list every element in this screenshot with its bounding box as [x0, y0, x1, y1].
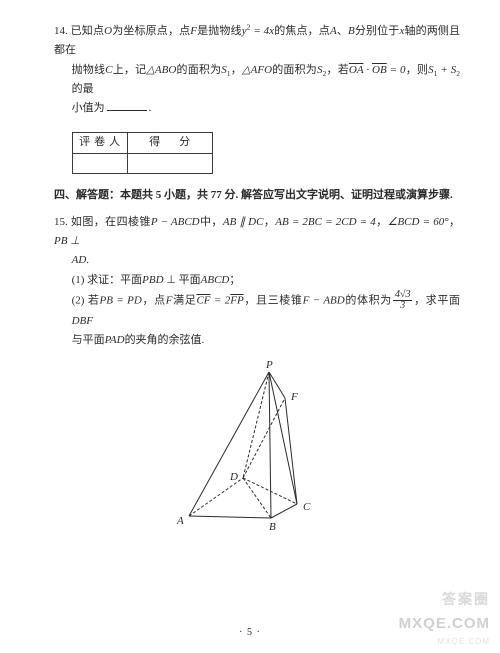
figure-wrap: P F A B C D [54, 356, 460, 543]
q14-number: 14. [54, 25, 68, 37]
t: . [86, 254, 89, 266]
svg-text:F: F [290, 391, 298, 403]
plus: + [437, 64, 450, 76]
t: 的体积为 [345, 294, 392, 306]
math-PAD: PAD [105, 334, 125, 346]
svg-text:B: B [269, 521, 276, 533]
t: 、 [337, 25, 348, 37]
t: 的最 [72, 83, 94, 95]
score-col-reviewer: 评卷人 [72, 133, 127, 153]
math-FABD: F − ABD [303, 294, 345, 306]
vec-CF: CF [196, 294, 210, 306]
t: 分别位于 [355, 25, 400, 37]
watermark-url-small: MXQE.COM [438, 635, 490, 649]
question-15: 15. 如图，在四棱锥P − ABCD中，AB ∥ DC，AB = 2BC = … [54, 213, 460, 252]
math-AD: AD [72, 254, 87, 266]
watermark-text: 答案圈 [442, 587, 490, 612]
svg-text:A: A [176, 515, 184, 527]
math-tri2: △AFO [242, 64, 272, 76]
t: 的面积为 [176, 64, 221, 76]
score-cell-empty [127, 153, 212, 173]
eq0: = 0 [387, 64, 406, 76]
t: 的焦点，点 [274, 25, 330, 37]
part-label: (2) [72, 294, 85, 306]
math-F: F [166, 294, 173, 306]
part-label: (1) [72, 274, 85, 286]
vec-OA: OA [349, 64, 363, 76]
q15-part2: (2) 若PB = PD，点F满足CF = 2FP，且三棱锥F − ABD的体积… [54, 290, 460, 331]
t: 已知点 [71, 25, 104, 37]
q14-line3: 小值为. [54, 99, 460, 118]
math-PBD: PBD [142, 274, 163, 286]
q15-line2: AD. [54, 251, 460, 270]
vec-FP: FP [230, 294, 243, 306]
t: 小值为 [72, 102, 105, 114]
t: 上，记 [113, 64, 147, 76]
math-DBF: DBF [72, 315, 93, 327]
vec-OB: OB [372, 64, 387, 76]
math-eq: AB = 2BC = 2CD = 4 [275, 216, 376, 228]
math-O: O [104, 25, 112, 37]
t: 求证：平面 [87, 274, 142, 286]
fraction: 4√33 [393, 290, 413, 312]
t: 与平面 [72, 334, 105, 346]
math-ang: ∠BCD = 60° [388, 216, 449, 228]
t: . [149, 102, 152, 114]
t: 满足 [173, 294, 197, 306]
math-B: B [348, 25, 355, 37]
eq2: = 2 [211, 294, 231, 306]
score-table: 评卷人 得 分 [72, 132, 213, 173]
math-A: A [330, 25, 337, 37]
q15-number: 15. [54, 216, 68, 228]
math-C: C [105, 64, 112, 76]
dot: · [363, 64, 372, 76]
math-tri1: △ABO [146, 64, 176, 76]
t: 是抛物线 [197, 25, 242, 37]
t: ⊥ 平面 [164, 274, 201, 286]
q15-part2b: 与平面PAD的夹角的余弦值. [54, 331, 460, 350]
sub: 2 [456, 69, 460, 78]
score-cell-empty [72, 153, 127, 173]
svg-text:P: P [265, 359, 273, 371]
t: ，则 [406, 64, 429, 76]
score-col-score: 得 分 [127, 133, 212, 153]
q14-line2: 抛物线C上，记△ABO的面积为S1，△AFO的面积为S2，若OA · OB = … [54, 61, 460, 100]
table-row: 评卷人 得 分 [72, 133, 212, 153]
t: ， [449, 216, 460, 228]
fill-blank [107, 101, 147, 111]
math-F: F [190, 25, 197, 37]
t: ，若 [326, 64, 349, 76]
t: ，点 [142, 294, 166, 306]
question-14: 14. 已知点O为坐标原点，点F是抛物线y2 = 4x的焦点，点A、B分别位于x… [54, 22, 460, 61]
t: 的面积为 [272, 64, 317, 76]
t: ，且三棱锥 [244, 294, 303, 306]
pyramid-figure: P F A B C D [167, 356, 347, 536]
section-4-title: 四、解答题：本题共 5 小题，共 77 分. 解答应写出文字说明、证明过程或演算… [54, 186, 460, 205]
watermark-url: MXQE.COM [399, 611, 490, 637]
t: ； [229, 274, 240, 286]
t: ， [263, 216, 275, 228]
math-perp: PB ⊥ [54, 235, 80, 247]
t: 若 [88, 294, 100, 306]
math-pbpd: PB = PD [99, 294, 141, 306]
t: ， [376, 216, 388, 228]
math-rhs: = 4x [250, 25, 274, 37]
t: 如图，在四棱锥 [71, 216, 151, 228]
math-PABCD: P − ABCD [151, 216, 200, 228]
math-ABCD: ABCD [201, 274, 230, 286]
svg-text:D: D [229, 471, 238, 483]
svg-text:C: C [303, 501, 311, 513]
q15-part1: (1) 求证：平面PBD ⊥ 平面ABCD； [54, 271, 460, 290]
t: ， [231, 64, 242, 76]
table-row [72, 153, 212, 173]
math-par: AB ∥ DC [223, 216, 264, 228]
frac-den: 3 [393, 301, 413, 312]
t: ，求平面 [413, 294, 460, 306]
t: 的夹角的余弦值. [125, 334, 205, 346]
t: 为坐标原点，点 [112, 25, 190, 37]
q14-text: 已知点O为坐标原点，点F是抛物线y2 = 4x的焦点，点A、B分别位于x轴的两侧… [54, 25, 460, 56]
t: 中， [200, 216, 223, 228]
t: 抛物线 [72, 64, 106, 76]
